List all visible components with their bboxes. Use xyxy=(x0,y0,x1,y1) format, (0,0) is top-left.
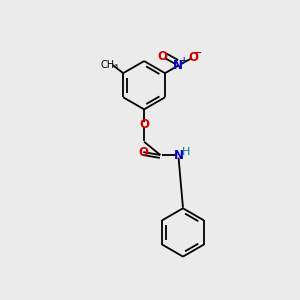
Text: O: O xyxy=(188,51,198,64)
Text: CH₃: CH₃ xyxy=(100,60,118,70)
Text: O: O xyxy=(157,50,167,63)
Text: −: − xyxy=(194,48,202,58)
Text: H: H xyxy=(182,147,190,157)
Text: N: N xyxy=(173,59,183,72)
Text: N: N xyxy=(174,148,184,161)
Text: O: O xyxy=(138,146,148,159)
Text: +: + xyxy=(180,56,186,65)
Text: O: O xyxy=(139,118,149,131)
